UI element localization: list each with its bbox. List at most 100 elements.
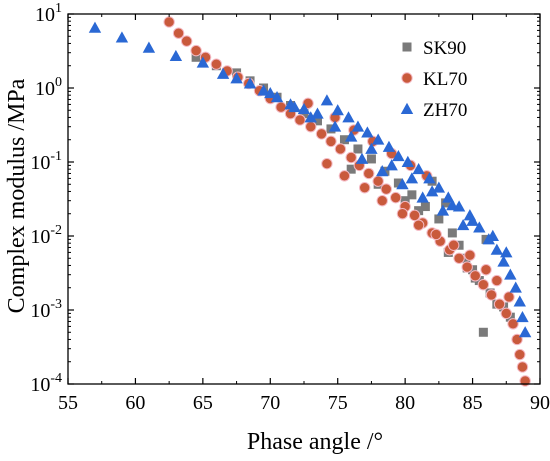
x-tick-label: 55: [58, 392, 78, 414]
data-point-zh70: [516, 310, 529, 323]
data-point-kl70: [294, 114, 306, 126]
data-point-kl70: [345, 151, 357, 164]
data-point-sk90: [447, 228, 457, 238]
series-sk90: [191, 52, 515, 337]
data-point-kl70: [430, 228, 442, 241]
data-point-zh70: [392, 149, 405, 162]
data-point-kl70: [464, 249, 476, 261]
legend-marker-sk90: [402, 42, 412, 52]
x-tick-label: 65: [193, 392, 213, 414]
x-tick-label: 85: [463, 392, 483, 414]
data-point-zh70: [270, 91, 284, 103]
data-point-kl70: [275, 101, 287, 113]
data-point-zh70: [342, 111, 355, 123]
data-point-zh70: [361, 126, 374, 138]
data-point-kl70: [358, 181, 371, 194]
y-tick-label: 101: [35, 1, 62, 26]
data-point-kl70: [305, 120, 317, 133]
data-point-zh70: [423, 172, 436, 184]
x-tick-label: 60: [125, 392, 145, 414]
y-tick-label: 10-3: [30, 297, 62, 322]
series-zh70: [88, 21, 532, 338]
data-point-zh70: [401, 155, 415, 167]
data-point-kl70: [180, 35, 193, 47]
data-point-kl70: [514, 348, 526, 361]
data-point-kl70: [363, 167, 375, 180]
y-tick-label: 10-4: [30, 371, 62, 396]
data-point-sk90: [420, 202, 430, 212]
data-point-zh70: [432, 181, 446, 193]
data-point-sk90: [434, 214, 444, 224]
data-point-sk90: [346, 164, 356, 174]
data-point-zh70: [500, 246, 513, 258]
x-tick-label: 70: [260, 392, 280, 414]
legend-label-kl70: KL70: [423, 69, 467, 90]
data-point-kl70: [408, 209, 421, 222]
data-point-zh70: [442, 191, 455, 203]
legend-label-sk90: SK90: [423, 38, 466, 59]
data-point-sk90: [393, 178, 403, 188]
y-tick-base: 10: [35, 4, 55, 26]
data-point-zh70: [412, 162, 425, 175]
data-point-zh70: [311, 107, 324, 119]
data-point-sk90: [478, 327, 488, 337]
data-point-zh70: [446, 199, 459, 211]
y-tick-exponent: -1: [50, 149, 62, 164]
data-point-kl70: [503, 291, 515, 303]
data-point-zh70: [365, 142, 378, 154]
data-point-zh70: [351, 120, 365, 132]
y-axis-title: Complex modulus /MPa: [4, 78, 30, 313]
data-point-zh70: [513, 295, 526, 307]
data-point-sk90: [339, 135, 349, 145]
data-point-zh70: [371, 133, 385, 145]
data-point-kl70: [447, 239, 460, 251]
data-point-kl70: [461, 261, 473, 273]
data-point-sk90: [191, 52, 201, 62]
data-point-zh70: [257, 84, 270, 96]
data-point-kl70: [412, 219, 425, 231]
data-point-kl70: [190, 44, 202, 57]
data-point-zh70: [169, 49, 183, 62]
data-point-zh70: [304, 111, 317, 123]
x-tick-label: 80: [395, 392, 415, 414]
data-point-zh70: [396, 178, 409, 190]
data-point-zh70: [288, 101, 301, 113]
data-point-kl70: [500, 307, 512, 320]
data-point-zh70: [416, 191, 429, 203]
data-point-kl70: [453, 252, 465, 264]
data-point-zh70: [297, 102, 311, 114]
data-point-kl70: [380, 183, 392, 195]
data-point-kl70: [376, 194, 388, 207]
data-point-zh70: [509, 281, 522, 293]
data-point-zh70: [425, 185, 439, 197]
data-point-zh70: [196, 56, 210, 68]
data-point-zh70: [382, 140, 396, 152]
data-point-zh70: [497, 255, 510, 267]
data-point-zh70: [216, 67, 230, 79]
plot-frame: [67, 13, 541, 385]
data-point-kl70: [507, 318, 519, 330]
data-point-zh70: [142, 41, 156, 53]
data-point-kl70: [338, 170, 351, 182]
data-point-zh70: [456, 218, 470, 231]
data-point-kl70: [480, 264, 492, 276]
data-point-kl70: [334, 143, 347, 155]
data-point-kl70: [163, 16, 175, 28]
data-point-zh70: [473, 221, 486, 233]
y-tick-exponent: 0: [55, 75, 62, 90]
data-point-sk90: [312, 116, 322, 126]
y-tick-label: 10-1: [30, 149, 62, 174]
data-point-kl70: [325, 135, 337, 148]
data-point-zh70: [88, 21, 102, 33]
plot-area: [88, 16, 532, 387]
data-point-zh70: [486, 229, 499, 241]
data-point-zh70: [230, 72, 243, 84]
data-point-kl70: [477, 278, 490, 291]
y-tick-base: 10: [30, 300, 50, 322]
data-point-zh70: [518, 326, 532, 338]
data-point-zh70: [490, 243, 504, 255]
data-point-sk90: [414, 206, 424, 216]
y-tick-exponent: -3: [50, 297, 62, 312]
